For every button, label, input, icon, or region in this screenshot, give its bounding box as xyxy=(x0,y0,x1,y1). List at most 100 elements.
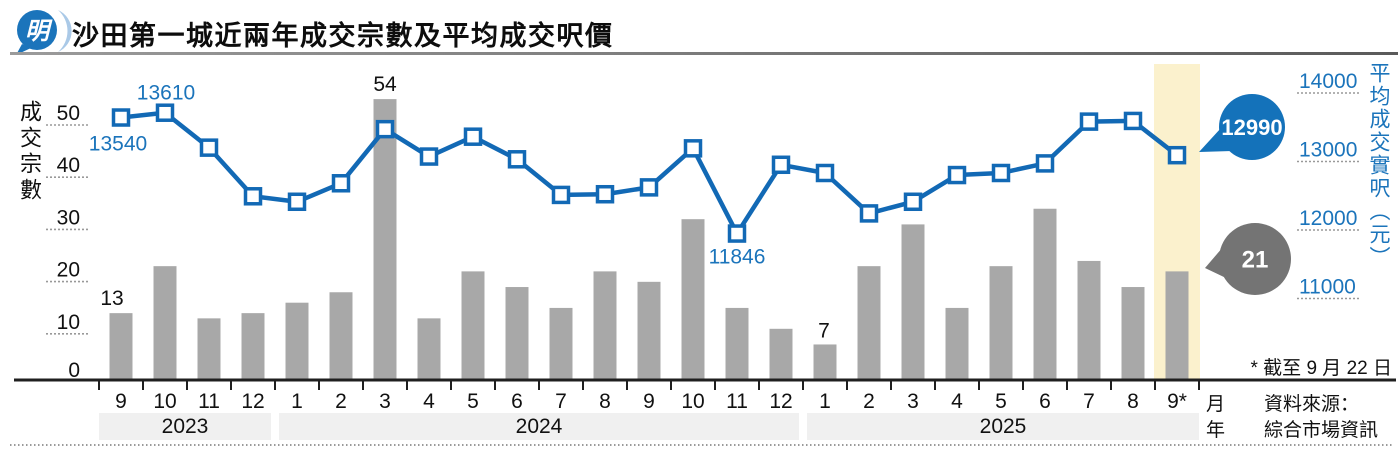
bar xyxy=(461,271,485,380)
logo-circle-icon xyxy=(17,10,57,50)
x-axis-year-unit: 年 xyxy=(1206,420,1226,441)
annotation: 7 xyxy=(818,319,830,342)
chart-text: 9 xyxy=(115,390,127,413)
bar xyxy=(945,307,969,380)
bar xyxy=(373,99,397,381)
annotation: 11846 xyxy=(709,246,766,269)
chart-text: 7 xyxy=(555,390,567,413)
logo-glyph: 明 xyxy=(25,18,53,45)
line-marker xyxy=(1123,111,1143,131)
callout-bubble xyxy=(1219,94,1285,160)
bar xyxy=(109,313,133,380)
chart-text: 11 xyxy=(198,390,220,413)
bar xyxy=(681,219,705,380)
chart-text: 6 xyxy=(1039,390,1051,413)
callout-label: 21 xyxy=(1242,247,1269,274)
line-marker xyxy=(419,147,439,166)
year-band xyxy=(279,413,799,440)
chart-text: 2025 xyxy=(980,415,1027,438)
chart-text: 10 xyxy=(153,390,176,413)
chart-text: 6 xyxy=(511,390,523,413)
bar xyxy=(901,224,925,380)
line-marker xyxy=(375,119,395,139)
bar xyxy=(197,318,221,380)
annotation: 54 xyxy=(373,73,397,96)
chart-title: 沙田第一城近兩年成交宗數及平均成交呎價 xyxy=(72,21,614,51)
chart-text: 12 xyxy=(241,390,264,413)
chart-text: 9 xyxy=(643,390,655,413)
chart-text: 12 xyxy=(769,390,792,413)
line-marker xyxy=(947,165,967,185)
chart-text: 1 xyxy=(291,390,303,413)
line-marker xyxy=(331,174,351,193)
cutoff-footnote: * 截至 9 月 22 日 xyxy=(1250,358,1393,379)
annotation: 13610 xyxy=(137,82,195,105)
chart-text: 5 xyxy=(467,390,479,413)
logo-swoosh-icon xyxy=(58,10,72,52)
chart-text: 2023 xyxy=(162,415,209,438)
source-label: 資料來源： xyxy=(1264,394,1360,415)
line-marker xyxy=(1167,145,1187,165)
bar xyxy=(725,307,749,380)
chart-text: 3 xyxy=(907,390,919,413)
chart-text: 4 xyxy=(951,390,963,413)
chart-text: 20 xyxy=(57,259,80,282)
bar xyxy=(549,307,573,380)
annotation: 13540 xyxy=(89,133,147,156)
line-marker xyxy=(507,150,527,169)
bar xyxy=(1165,271,1189,380)
chart-text: 0 xyxy=(68,359,80,382)
line-marker xyxy=(111,108,131,127)
callout-label: 12990 xyxy=(1221,115,1282,140)
bar xyxy=(813,344,837,380)
chart-text: 1 xyxy=(819,390,831,413)
bar xyxy=(1033,208,1057,380)
bar xyxy=(989,266,1013,380)
chart-text: 14000 xyxy=(1299,70,1357,93)
line-marker xyxy=(1079,112,1099,131)
bar xyxy=(637,281,661,380)
source-value: 綜合市場資訊 xyxy=(1264,420,1379,441)
bar xyxy=(1121,287,1145,380)
bar xyxy=(505,287,529,380)
chart-text: 2 xyxy=(335,390,347,413)
line-path xyxy=(120,110,1179,236)
line-marker xyxy=(727,224,747,243)
chart-text: 40 xyxy=(57,154,80,177)
callout-bubble xyxy=(1219,223,1291,295)
line-marker xyxy=(991,163,1011,183)
chart-text: 9* xyxy=(1167,390,1187,413)
right-axis-title: 平均成交實呎（元） xyxy=(1367,62,1390,269)
line-marker xyxy=(639,178,659,197)
chart-text: 4 xyxy=(423,390,435,413)
chart-text: 13000 xyxy=(1299,139,1357,162)
line-marker xyxy=(771,155,791,175)
bar xyxy=(1077,260,1101,380)
bar xyxy=(285,302,309,380)
line-marker xyxy=(815,163,835,183)
x-axis-month-unit: 月 xyxy=(1206,394,1226,415)
chart-text: 12000 xyxy=(1299,207,1357,230)
bar xyxy=(329,292,353,380)
chart-text: 8 xyxy=(599,390,611,413)
line-marker xyxy=(859,204,879,223)
line-marker xyxy=(903,192,923,212)
line-marker xyxy=(683,139,703,158)
year-band xyxy=(99,413,271,440)
chart-text: 11 xyxy=(726,390,748,413)
bar xyxy=(417,318,441,380)
chart-text: 3 xyxy=(379,390,391,413)
chart-text: 2 xyxy=(863,390,875,413)
line-marker xyxy=(243,187,263,206)
line-marker xyxy=(595,184,615,204)
bar xyxy=(593,271,617,380)
chart-text: 2024 xyxy=(516,415,563,438)
title-divider xyxy=(10,52,1398,55)
bar xyxy=(241,313,265,380)
chart-text: 11000 xyxy=(1299,276,1356,299)
chart-text: 8 xyxy=(1127,390,1139,413)
year-band xyxy=(807,413,1199,440)
line-marker xyxy=(463,127,483,146)
